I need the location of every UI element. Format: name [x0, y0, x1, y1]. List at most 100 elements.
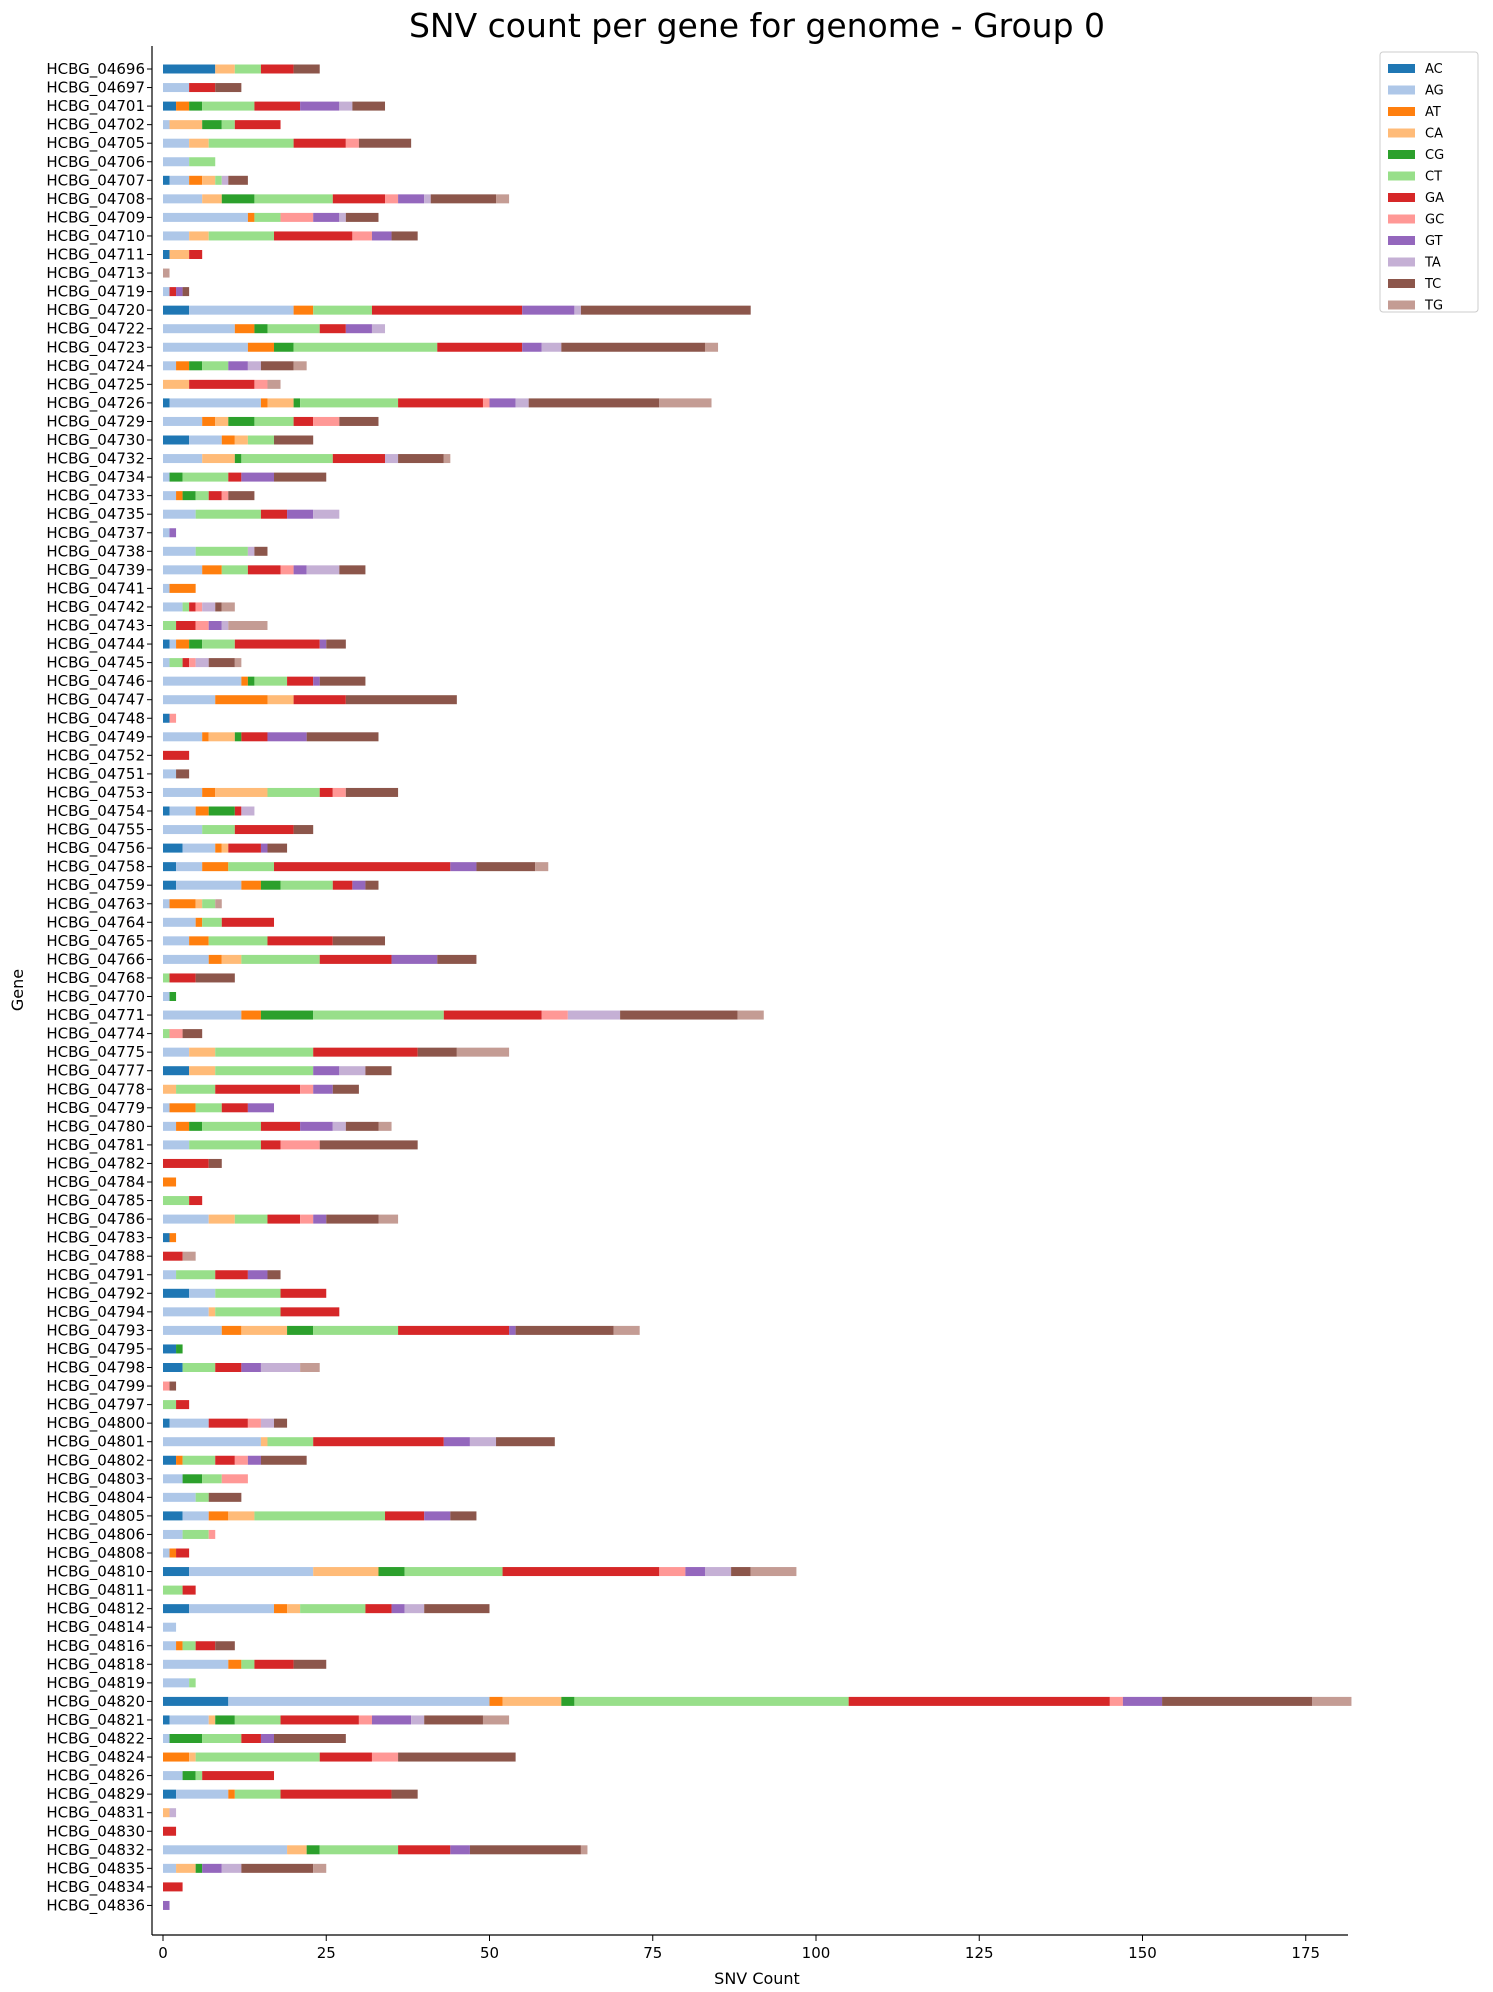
bar-segment-at	[169, 1103, 196, 1113]
legend-swatch-tc	[1388, 279, 1415, 288]
bar-segment-tg	[293, 361, 307, 371]
gene-label: HCBG_04763	[46, 895, 145, 914]
bar-segment-ag	[163, 583, 170, 593]
bar-segment-ac	[163, 1288, 190, 1298]
bar-segment-ag	[228, 1696, 490, 1706]
bar-segment-ta	[371, 324, 386, 334]
bar-segment-ga	[313, 1437, 444, 1447]
bar-segment-gc	[1109, 1696, 1123, 1706]
bar-segment-tc	[326, 1214, 379, 1224]
bar-segment-at	[189, 175, 203, 185]
bar-segment-ca	[208, 1214, 235, 1224]
bar-segment-tc	[267, 843, 288, 853]
gene-label: HCBG_04785	[46, 1192, 145, 1211]
gene-label: HCBG_04702	[46, 116, 145, 135]
bar-segment-at	[241, 880, 261, 890]
bar-segment-tc	[195, 973, 235, 983]
bar-segment-ga	[260, 64, 294, 74]
bar-segment-ga	[280, 1307, 340, 1317]
bar-segment-ac	[163, 639, 170, 649]
bar-segment-ag	[189, 305, 294, 315]
bar-segment-cg	[234, 454, 242, 464]
bar-segment-gc	[371, 1752, 399, 1762]
bar-segment-ct	[241, 1659, 255, 1669]
bar-segment-ct	[182, 472, 229, 482]
bar-segment-ac	[163, 1604, 190, 1614]
bar-segment-ag	[163, 1010, 242, 1020]
gene-label: HCBG_04814	[46, 1618, 145, 1637]
bar-segment-ag	[163, 546, 196, 556]
bar-segment-ct	[163, 1400, 177, 1410]
gene-label: HCBG_04835	[46, 1859, 145, 1878]
bar-segment-ag	[163, 602, 183, 612]
legend-label-tg: TG	[1424, 299, 1443, 314]
bar-segment-gt	[228, 361, 248, 371]
bar-segment-ga	[215, 1363, 242, 1372]
bar-segment-ga	[215, 1270, 248, 1280]
bar-segment-ag	[189, 1604, 275, 1614]
bar-segment-tg	[163, 268, 170, 278]
bar-segment-ga	[293, 416, 314, 426]
bar-segment-ag	[163, 194, 203, 204]
bar-segment-ag	[163, 1474, 183, 1484]
bar-segment-ag	[163, 954, 209, 964]
bar-segment-at	[293, 305, 314, 315]
bar-segment-gt	[313, 212, 340, 222]
bar-segment-gt	[260, 843, 268, 853]
gene-label: HCBG_04733	[46, 487, 145, 506]
bar-segment-gc	[169, 713, 177, 723]
bar-segment-tc	[254, 546, 268, 556]
bar-segment-ag	[163, 157, 190, 167]
bar-segment-cg	[378, 1567, 405, 1577]
bar-segment-ct	[169, 658, 183, 668]
bar-segment-at	[176, 639, 190, 649]
bar-segment-ga	[228, 843, 261, 853]
bar-segment-cg	[176, 1344, 183, 1354]
bar-segment-gc	[195, 621, 209, 630]
bar-segment-ta	[202, 602, 216, 612]
bar-segment-tc	[208, 1158, 222, 1168]
bar-segment-ag	[163, 120, 170, 130]
gene-label: HCBG_04734	[46, 468, 145, 487]
bar-segment-tc	[293, 1659, 327, 1669]
bar-segment-tg	[378, 1121, 392, 1131]
bar-segment-ga	[241, 732, 268, 742]
bar-segment-ag	[163, 695, 216, 705]
bar-segment-cg	[274, 342, 294, 352]
bar-segment-ga	[234, 806, 242, 816]
gene-label: HCBG_04782	[46, 1154, 145, 1173]
bar-segment-ga	[215, 1455, 235, 1465]
bar-segment-at	[215, 695, 268, 705]
bar-segment-ta	[567, 1010, 621, 1020]
gene-label: HCBG_04708	[46, 190, 145, 209]
bar-segment-ca	[189, 1066, 216, 1076]
bar-segment-gt	[522, 305, 575, 315]
bar-segment-cg	[247, 676, 255, 686]
gene-label: HCBG_04759	[46, 876, 145, 895]
bar-segment-ac	[163, 1789, 177, 1799]
bar-segment-ct	[574, 1696, 849, 1706]
bar-segment-gt	[509, 1325, 516, 1335]
bar-segment-ag	[163, 491, 177, 501]
bar-segment-ga	[189, 602, 196, 612]
bar-segment-cg	[169, 992, 177, 1001]
bar-segment-tg	[613, 1325, 640, 1335]
gene-label: HCBG_04751	[46, 765, 145, 784]
bar-segment-ca	[189, 138, 209, 148]
bar-segment-tc	[365, 1066, 392, 1076]
bar-segment-ga	[274, 231, 353, 241]
bar-segment-ga	[385, 1511, 425, 1521]
bar-segment-gt	[293, 565, 307, 575]
bar-segment-tg	[580, 1845, 588, 1855]
bar-segment-ta	[247, 361, 261, 371]
bar-segment-tc	[398, 454, 444, 464]
bar-segment-ga	[182, 658, 190, 668]
gene-labels-group: HCBG_04696HCBG_04697HCBG_04701HCBG_04702…	[46, 60, 152, 1915]
bar-segment-cg	[189, 361, 203, 371]
bar-segment-tc	[1162, 1696, 1313, 1706]
gene-label: HCBG_04821	[46, 1711, 145, 1730]
gene-label: HCBG_04741	[46, 579, 145, 598]
bar-segment-ga	[313, 1047, 418, 1057]
bar-segment-ta	[385, 454, 399, 464]
